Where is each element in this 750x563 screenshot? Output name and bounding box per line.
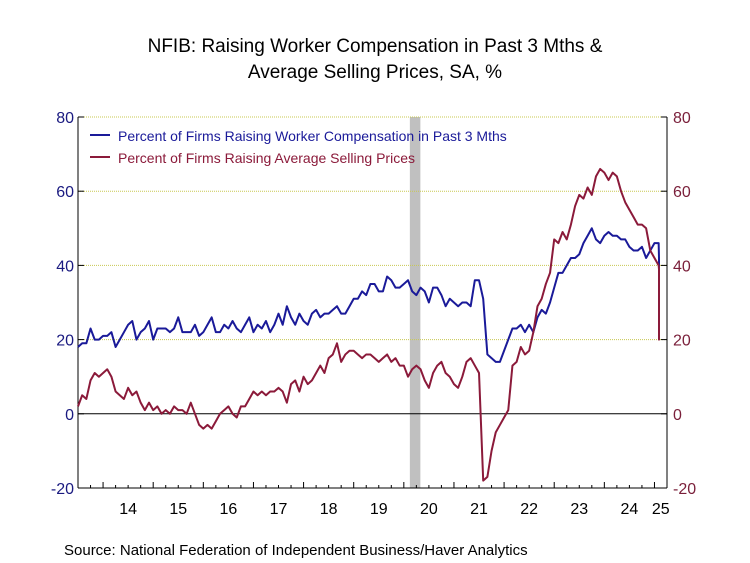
left-axis-tick-label: 20 bbox=[56, 333, 74, 350]
x-axis: 14 15 16 17 18 19 20 21 22 23 24 25 bbox=[90, 482, 670, 518]
x-axis-tick-label: 25 bbox=[652, 501, 670, 518]
chart-title-line-1: NFIB: Raising Worker Compensation in Pas… bbox=[148, 36, 603, 57]
right-axis-tick-label: 80 bbox=[673, 110, 691, 127]
gridlines bbox=[78, 116, 667, 341]
right-axis-tick-label: 0 bbox=[673, 407, 682, 424]
chart-title-line-2: Average Selling Prices, SA, % bbox=[248, 62, 502, 83]
legend: Percent of Firms Raising Worker Compensa… bbox=[90, 128, 507, 166]
x-axis-tick-label: 19 bbox=[370, 501, 388, 518]
x-axis-tick-label: 17 bbox=[270, 501, 288, 518]
x-axis-tick-label: 18 bbox=[320, 501, 338, 518]
left-axis-tick-label: 0 bbox=[65, 407, 74, 424]
x-axis-tick-label: 22 bbox=[520, 501, 538, 518]
x-axis-tick-label: 20 bbox=[420, 501, 438, 518]
x-axis-tick-label: 15 bbox=[169, 501, 187, 518]
left-axis-tick-label: 40 bbox=[56, 258, 74, 275]
left-axis-tick-label: 60 bbox=[56, 184, 74, 201]
left-axis: 80 60 40 20 0 -20 bbox=[51, 110, 84, 498]
x-axis-tick-label: 24 bbox=[621, 501, 639, 518]
chart-title: NFIB: Raising Worker Compensation in Pas… bbox=[148, 36, 603, 83]
right-axis-tick-label: 40 bbox=[673, 258, 691, 275]
legend-label-prices: Percent of Firms Raising Average Selling… bbox=[118, 150, 415, 166]
x-axis-tick-label: 14 bbox=[119, 501, 137, 518]
right-axis-tick-label: 60 bbox=[673, 184, 691, 201]
series-line-compensation bbox=[77, 227, 660, 363]
x-axis-tick-label: 21 bbox=[470, 501, 488, 518]
right-axis-tick-label: 20 bbox=[673, 333, 691, 350]
left-axis-tick-label: -20 bbox=[51, 481, 74, 498]
series-layer bbox=[77, 167, 660, 482]
right-axis-tick-label: -20 bbox=[673, 481, 696, 498]
x-axis-tick-label: 16 bbox=[219, 501, 237, 518]
series-line-prices bbox=[77, 167, 660, 482]
source-note: Source: National Federation of Independe… bbox=[64, 542, 528, 559]
legend-label-compensation: Percent of Firms Raising Worker Compensa… bbox=[118, 128, 507, 144]
x-axis-tick-label: 23 bbox=[570, 501, 588, 518]
left-axis-tick-label: 80 bbox=[56, 110, 74, 127]
recession-shading bbox=[409, 117, 421, 488]
right-axis: 80 60 40 20 0 -20 bbox=[661, 110, 696, 498]
